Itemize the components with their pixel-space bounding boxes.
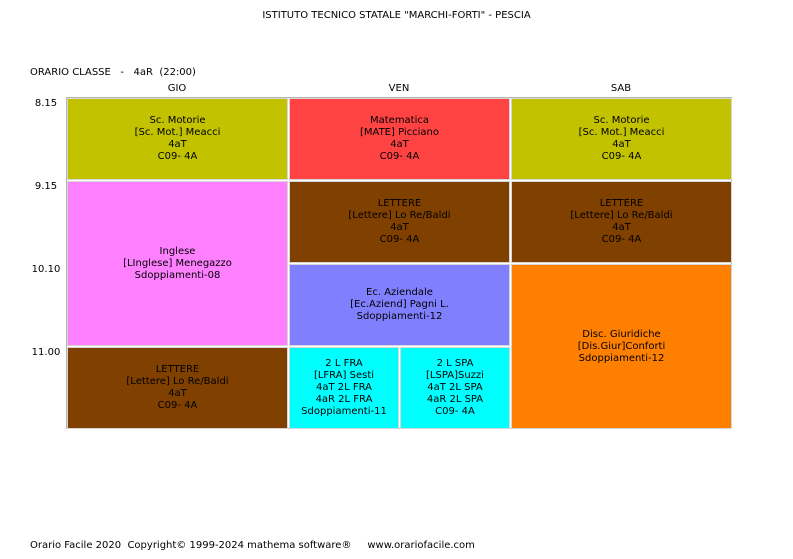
lesson-cell-gio-1: Sc. Motorie [Sc. Mot.] Meacci 4aT C09- 4A [67,98,288,180]
footer: Orario Facile 2020 Copyright© 1999-2024 … [30,540,475,551]
lesson-line: [Dis.Giur]Conforti [577,340,666,352]
lesson-line: 4aR 2L FRA [315,394,373,405]
lesson-line: C09- 4A [379,234,420,245]
lesson-line: Sdoppiamenti-08 [134,269,221,281]
time-slot-4: 11.00 [31,347,61,358]
footer-product: Orario Facile 2020 [30,540,122,551]
lesson-line: 4aT [390,222,409,233]
lesson-line: [Sc. Mot.] Meacci [134,127,221,138]
lesson-line: C09- 4A [157,400,198,411]
lesson-line: [LInglese] Menegazzo [123,257,232,269]
lesson-line: 4aT 2L SPA [427,382,483,393]
footer-website-link[interactable]: www.orariofacile.com [367,540,475,551]
lesson-line: C09- 4A [435,406,475,417]
lesson-line: 4aR 2L SPA [426,394,484,405]
class-label: ORARIO CLASSE - 4aR (22:00) [30,67,196,78]
lesson-cell-ven-3: Ec. Aziendale [Ec.Aziend] Pagni L. Sdoppia… [289,264,510,346]
lesson-line: 4aT [612,222,631,233]
day-header-ven: VEN [388,83,410,94]
lesson-line: LETTERE [599,198,644,209]
day-header-gio: GIO [167,83,187,94]
lesson-line: LETTERE [377,198,422,209]
lesson-line: [Lettere] Lo Re/Baldi [570,210,673,221]
lesson-cell-sab-3: Disc. Giuridiche [Dis.Giur]Conforti Sdoppi… [511,264,732,429]
lesson-line: C09- 4A [601,151,642,162]
lesson-line: C09- 4A [601,234,642,245]
lesson-line: 4aT 2L FRA [315,382,373,393]
time-slot-2: 9.15 [34,181,58,192]
lesson-line: Sdoppiamenti-12 [578,352,665,364]
lesson-line: Ec. Aziendale [366,287,433,298]
lesson-line: C09- 4A [157,151,198,162]
school-title: ISTITUTO TECNICO STATALE "MARCHI-FORTI" … [262,10,531,21]
lesson-cell-gio-4: LETTERE [Lettere] Lo Re/Baldi 4aT C09- 4A [67,347,288,429]
lesson-cell-ven-4b: 2 L SPA [LSPA]Suzzi 4aT 2L SPA 4aR 2L SPA C0… [400,347,510,429]
lesson-line: C09- 4A [379,151,420,162]
lesson-line: [Sc. Mot.] Meacci [578,127,665,138]
lesson-cell-sab-2: LETTERE [Lettere] Lo Re/Baldi 4aT C09- 4A [511,181,732,263]
lesson-line: 4aT [168,139,187,150]
footer-copyright: Copyright© 1999-2024 mathema software® [127,540,352,551]
lesson-line: [Lettere] Lo Re/Baldi [348,210,451,221]
lesson-line: Sc. Motorie [593,115,650,126]
lesson-line: Inglese [159,245,196,257]
lesson-line: Matematica [369,115,430,126]
lesson-line: LETTERE [155,364,200,375]
lesson-line: Sdoppiamenti-12 [356,311,443,322]
lesson-cell-ven-1: Matematica [MATE] Picciano 4aT C09- 4A [289,98,510,180]
day-header-sab: SAB [610,83,632,94]
lesson-line: 4aT [390,139,409,150]
time-slot-1: 8.15 [34,98,58,109]
lesson-line: [LFRA] Sesti [313,370,375,381]
lesson-line: Sc. Motorie [149,115,206,126]
lesson-cell-gio-2: Inglese [LInglese] Menegazzo Sdoppiamenti-… [67,181,288,346]
lesson-line: [LSPA]Suzzi [426,370,484,381]
lesson-line: [MATE] Picciano [359,127,440,138]
lesson-line: 4aT [612,139,631,150]
lesson-cell-sab-1: Sc. Motorie [Sc. Mot.] Meacci 4aT C09- 4A [511,98,732,180]
lesson-line: 4aT [168,388,187,399]
lesson-line: 2 L FRA [325,358,363,369]
lesson-line: [Lettere] Lo Re/Baldi [126,376,229,387]
lesson-line: 2 L SPA [436,358,474,369]
lesson-line: Disc. Giuridiche [582,328,661,340]
lesson-cell-ven-2: LETTERE [Lettere] Lo Re/Baldi 4aT C09- 4A [289,181,510,263]
lesson-line: Sdoppiamenti-11 [301,406,387,417]
lesson-cell-ven-4a: 2 L FRA [LFRA] Sesti 4aT 2L FRA 4aR 2L FRA S… [289,347,399,429]
lesson-line: [Ec.Aziend] Pagni L. [350,299,449,310]
timetable-grid [66,97,732,429]
time-slot-3: 10.10 [31,264,61,275]
